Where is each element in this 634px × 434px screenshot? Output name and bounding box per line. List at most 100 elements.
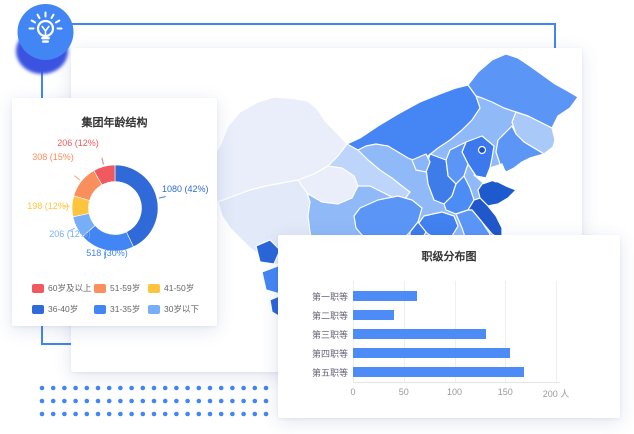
bar [353,348,511,358]
dot [218,385,224,391]
bohai-sea [485,163,507,183]
rank-distribution-card: 职级分布图 0 50 100 150 200 人 第一职等 第二职等 第三职等 第四职等 第五职等 [278,235,620,418]
donut-label: 308 (15%) [32,152,74,162]
dot [252,411,258,417]
donut-label: 518 (30%) [86,248,128,258]
capital-marker [477,145,487,155]
x-tick-label: 200 人 [542,389,570,399]
dot [106,385,112,391]
bar-chart-title: 职级分布图 [421,251,477,263]
legend-label: 60岁及以上 [48,283,92,293]
x-tick-label: 150 [497,387,513,397]
lightbulb-icon [28,11,63,43]
bar-chart: 0 50 100 150 200 人 第一职等 第二职等 第三职等 第四职等 第五职等 [278,235,620,418]
dot [62,398,67,404]
bar [353,367,524,377]
dot [84,398,90,404]
dot [151,398,157,404]
legend-label: 31-35岁 [110,304,141,314]
dot [73,385,78,391]
age-chart-title: 集团年龄结构 [81,117,148,129]
dot [174,411,179,417]
dot [106,411,112,417]
dot [62,385,67,391]
donut-slice [114,164,159,248]
category-label: 第三职等 [311,330,348,340]
province-region [467,53,579,129]
donut-chart [12,128,217,288]
dots-pattern [39,385,269,417]
dot [263,411,269,417]
connector-line-top [70,23,556,50]
legend-swatch [32,304,44,314]
dot [252,385,258,391]
province-region [346,84,481,163]
donut-slice [93,164,116,186]
category-label: 第一职等 [311,292,348,302]
province-region [477,179,517,207]
dot [252,398,258,404]
dot [230,385,235,391]
grid-line [556,281,557,382]
dot [73,411,78,417]
donut-label-leader [104,251,107,260]
grid-line [505,281,507,382]
dot [207,411,213,417]
dot [95,385,101,391]
dot [196,385,202,391]
dot [218,398,224,404]
donut-label: 206 (12%) [49,229,91,239]
legend-label: 36-40岁 [48,304,79,314]
legend-swatch [148,304,160,314]
province-region [255,239,281,265]
legend-swatch [94,283,106,293]
province-region [297,165,359,205]
dot [218,411,224,417]
category-label: 第四职等 [311,349,348,359]
donut-label-leader [73,175,81,181]
dot [39,411,45,417]
province-region [443,175,475,215]
dot [263,385,269,391]
dot [73,398,78,404]
bar [353,329,486,339]
dot [196,398,202,404]
x-tick-label: 100 [446,387,463,397]
dot [140,411,146,417]
category-label: 第五职等 [311,368,348,378]
dot [241,411,246,417]
dot [50,385,56,391]
dot [185,398,190,404]
legend-item: 36-40岁 [32,303,94,315]
legend-swatch [148,283,160,293]
dot [207,398,213,404]
dot [50,398,56,404]
dot [151,411,157,417]
dot [162,398,168,404]
x-axis-line [353,382,560,383]
dot [263,398,269,404]
dot [129,398,134,404]
dot [95,398,101,404]
dot [241,385,246,391]
legend-item: 30岁以下 [148,303,204,315]
dot [50,411,56,417]
age-chart-legend: 60岁及以上 51-59岁 41-50岁 36-40岁 31-35岁 30岁以下 [32,282,204,315]
legend-swatch [94,304,106,314]
dot [185,385,190,391]
bar [353,291,417,301]
age-structure-card: 集团年龄结构 1080 (42%) 518 (30%) 206 (12%) 19… [12,98,217,326]
dot [140,385,146,391]
dot [230,411,235,417]
dot [196,411,202,417]
dot [140,398,146,404]
legend-label: 30岁以下 [164,304,199,314]
dot [106,398,112,404]
donut-label-leader [101,157,105,165]
dot [174,398,179,404]
dot [185,411,190,417]
legend-label: 41-50岁 [164,283,195,293]
dot [84,411,90,417]
donut-label: 1080 (42%) [162,184,209,194]
